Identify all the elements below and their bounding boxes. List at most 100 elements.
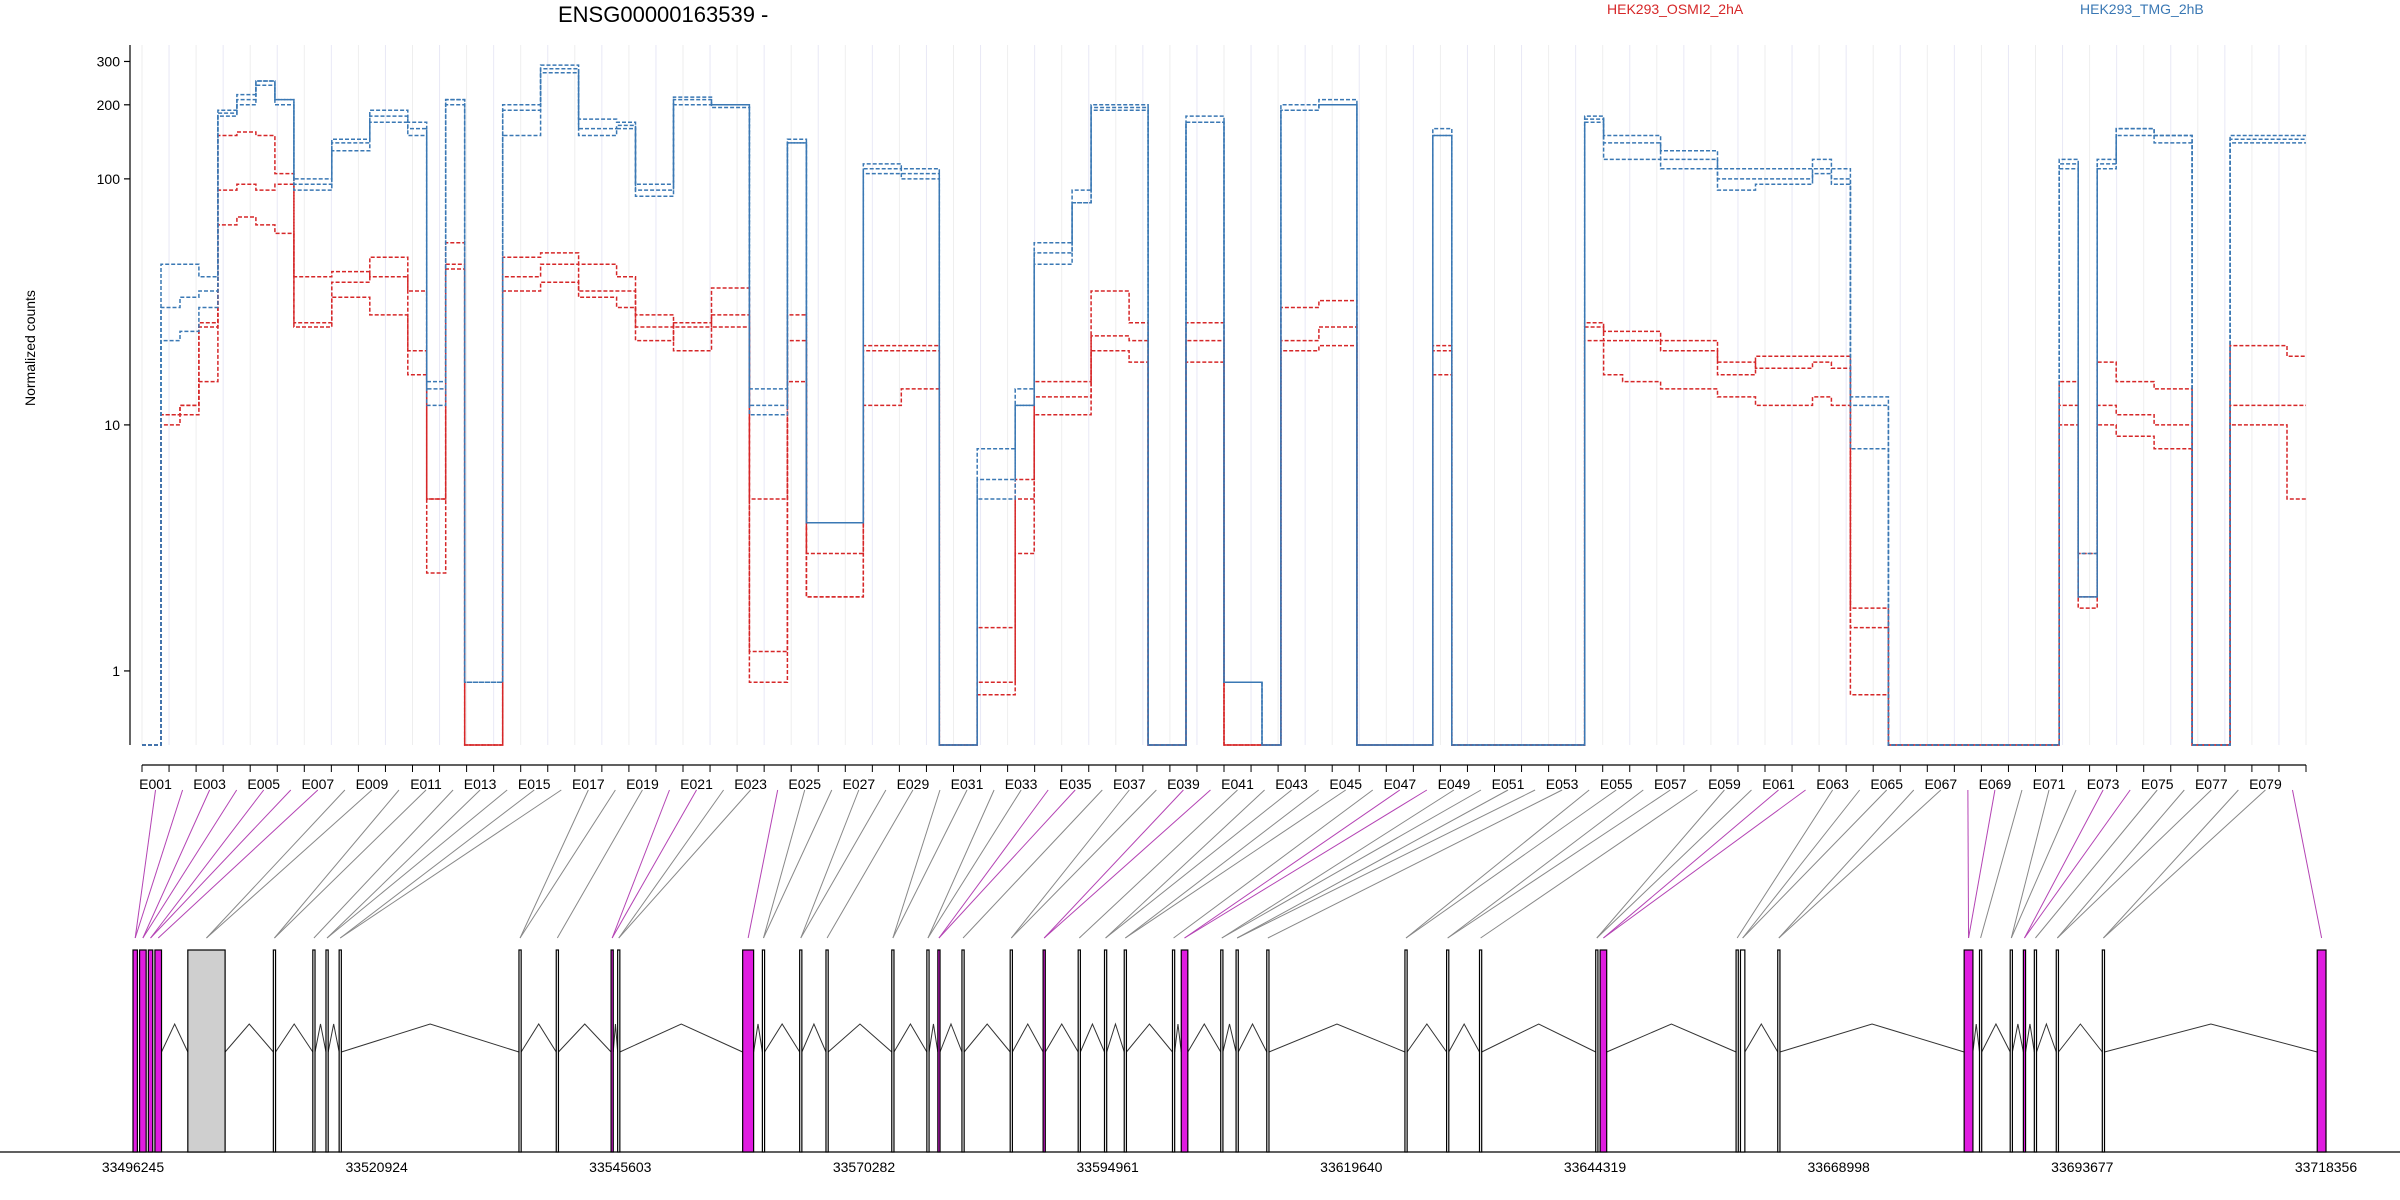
exon-connector [2103, 789, 2266, 939]
exon-box [1235, 949, 1239, 1153]
x-tick-label: E001 [139, 776, 172, 792]
x-tick-label: E073 [2087, 776, 2120, 792]
exon-box [1963, 949, 1974, 1153]
exon-connector [1778, 789, 1915, 939]
legend-entry-tmg: HEK293_TMG_2hB [2080, 1, 2204, 17]
x-tick-label: E039 [1167, 776, 1200, 792]
exon-connector [134, 789, 184, 939]
x-tick-label: E019 [626, 776, 659, 792]
intron-line [1972, 1023, 1981, 1053]
x-tick-label: E055 [1600, 776, 1633, 792]
exon-box [926, 949, 930, 1153]
exon-connector [1010, 789, 1130, 939]
intron-line [520, 1023, 557, 1053]
exon-box [891, 949, 895, 1153]
x-tick-label: E045 [1329, 776, 1362, 792]
exon-connector [1125, 789, 1347, 939]
exon-box [2316, 949, 2327, 1153]
x-tick-label: E061 [1762, 776, 1795, 792]
exon-box [610, 949, 614, 1153]
x-tick-label: E069 [1979, 776, 2012, 792]
exon-connector [142, 789, 211, 939]
intron-line [1106, 1022, 1125, 1053]
exon-connector [274, 789, 400, 939]
exon-connector [1980, 789, 2023, 939]
intron-line [1044, 1023, 1079, 1053]
intron-line [939, 1022, 963, 1053]
x-tick-label: E067 [1924, 776, 1957, 792]
exon-connector [2291, 789, 2323, 939]
x-tick-label: E021 [680, 776, 713, 792]
exon-box [1739, 949, 1746, 1153]
y-tick-label: 200 [97, 97, 121, 113]
exon-connector [2035, 789, 2158, 939]
exon-connector [339, 789, 535, 939]
exon-connector [206, 789, 346, 939]
intron-line [827, 1023, 893, 1053]
exon-box [761, 949, 766, 1153]
exon-connector [1405, 789, 1590, 939]
exon-connector [326, 789, 508, 939]
x-tick-label: E059 [1708, 776, 1741, 792]
exon-box [147, 949, 154, 1153]
x-tick-label: E013 [464, 776, 497, 792]
x-tick-label: E027 [842, 776, 875, 792]
exon-connector [1043, 789, 1184, 939]
intron-line [1448, 1022, 1480, 1053]
exon-box [1478, 949, 1483, 1153]
exon-connector [927, 789, 995, 939]
intron-line [1779, 1023, 1965, 1053]
exon-box [1595, 949, 1599, 1153]
intron-line [1011, 1022, 1044, 1053]
intron-line [893, 1023, 928, 1053]
intron-line [2058, 1023, 2103, 1053]
intron-line [801, 1022, 827, 1053]
exon-connector [962, 789, 1103, 939]
exon-connector [1480, 789, 1698, 939]
y-tick-label: 100 [97, 171, 121, 187]
intron-line [1126, 1023, 1173, 1053]
exon-connector [1778, 789, 1942, 939]
exon-connector [1221, 789, 1455, 939]
exon-connector [1447, 789, 1644, 939]
intron-line [1406, 1023, 1448, 1053]
intron-line [612, 1023, 619, 1053]
intron-line [963, 1023, 1011, 1053]
x-tick-label: E065 [1870, 776, 1903, 792]
intron-line [314, 1023, 327, 1053]
exon-connector [2057, 789, 2212, 939]
intron-line [753, 1023, 763, 1053]
exon-connector [892, 789, 941, 939]
exon-box [1266, 949, 1270, 1153]
exon-connector [2010, 789, 2077, 939]
intron-line [224, 1023, 274, 1053]
exon-connector [2010, 789, 2050, 939]
exon-connector [326, 789, 481, 939]
exon-connector [1742, 789, 1888, 939]
x-tick-label: E015 [518, 776, 551, 792]
intron-line [2036, 1022, 2057, 1053]
exon-connector [763, 789, 806, 939]
exon-connector [1603, 789, 1806, 939]
genomic-coordinate-label: 33718356 [2295, 1159, 2358, 1175]
exon-connector [1596, 789, 1725, 939]
x-tick-label: E017 [572, 776, 605, 792]
exon-box [2033, 949, 2038, 1153]
intron-line [764, 1023, 801, 1053]
exon-connector [519, 789, 589, 939]
exon-box [154, 949, 163, 1153]
exon-box [2009, 949, 2014, 1153]
exon-box [555, 949, 560, 1153]
exon-box [1103, 949, 1108, 1153]
exon-box [1180, 949, 1189, 1153]
legend-entry-osmi: HEK293_OSMI2_2hA [1607, 1, 1744, 17]
intron-line [1222, 1023, 1237, 1053]
exon-box [1978, 949, 1983, 1153]
exon-box [1735, 949, 1739, 1153]
exon-connector [747, 789, 779, 939]
exon-connector [1010, 789, 1157, 939]
exon-connector [1405, 789, 1617, 939]
exon-box [2022, 949, 2027, 1153]
intron-line [327, 1023, 340, 1053]
